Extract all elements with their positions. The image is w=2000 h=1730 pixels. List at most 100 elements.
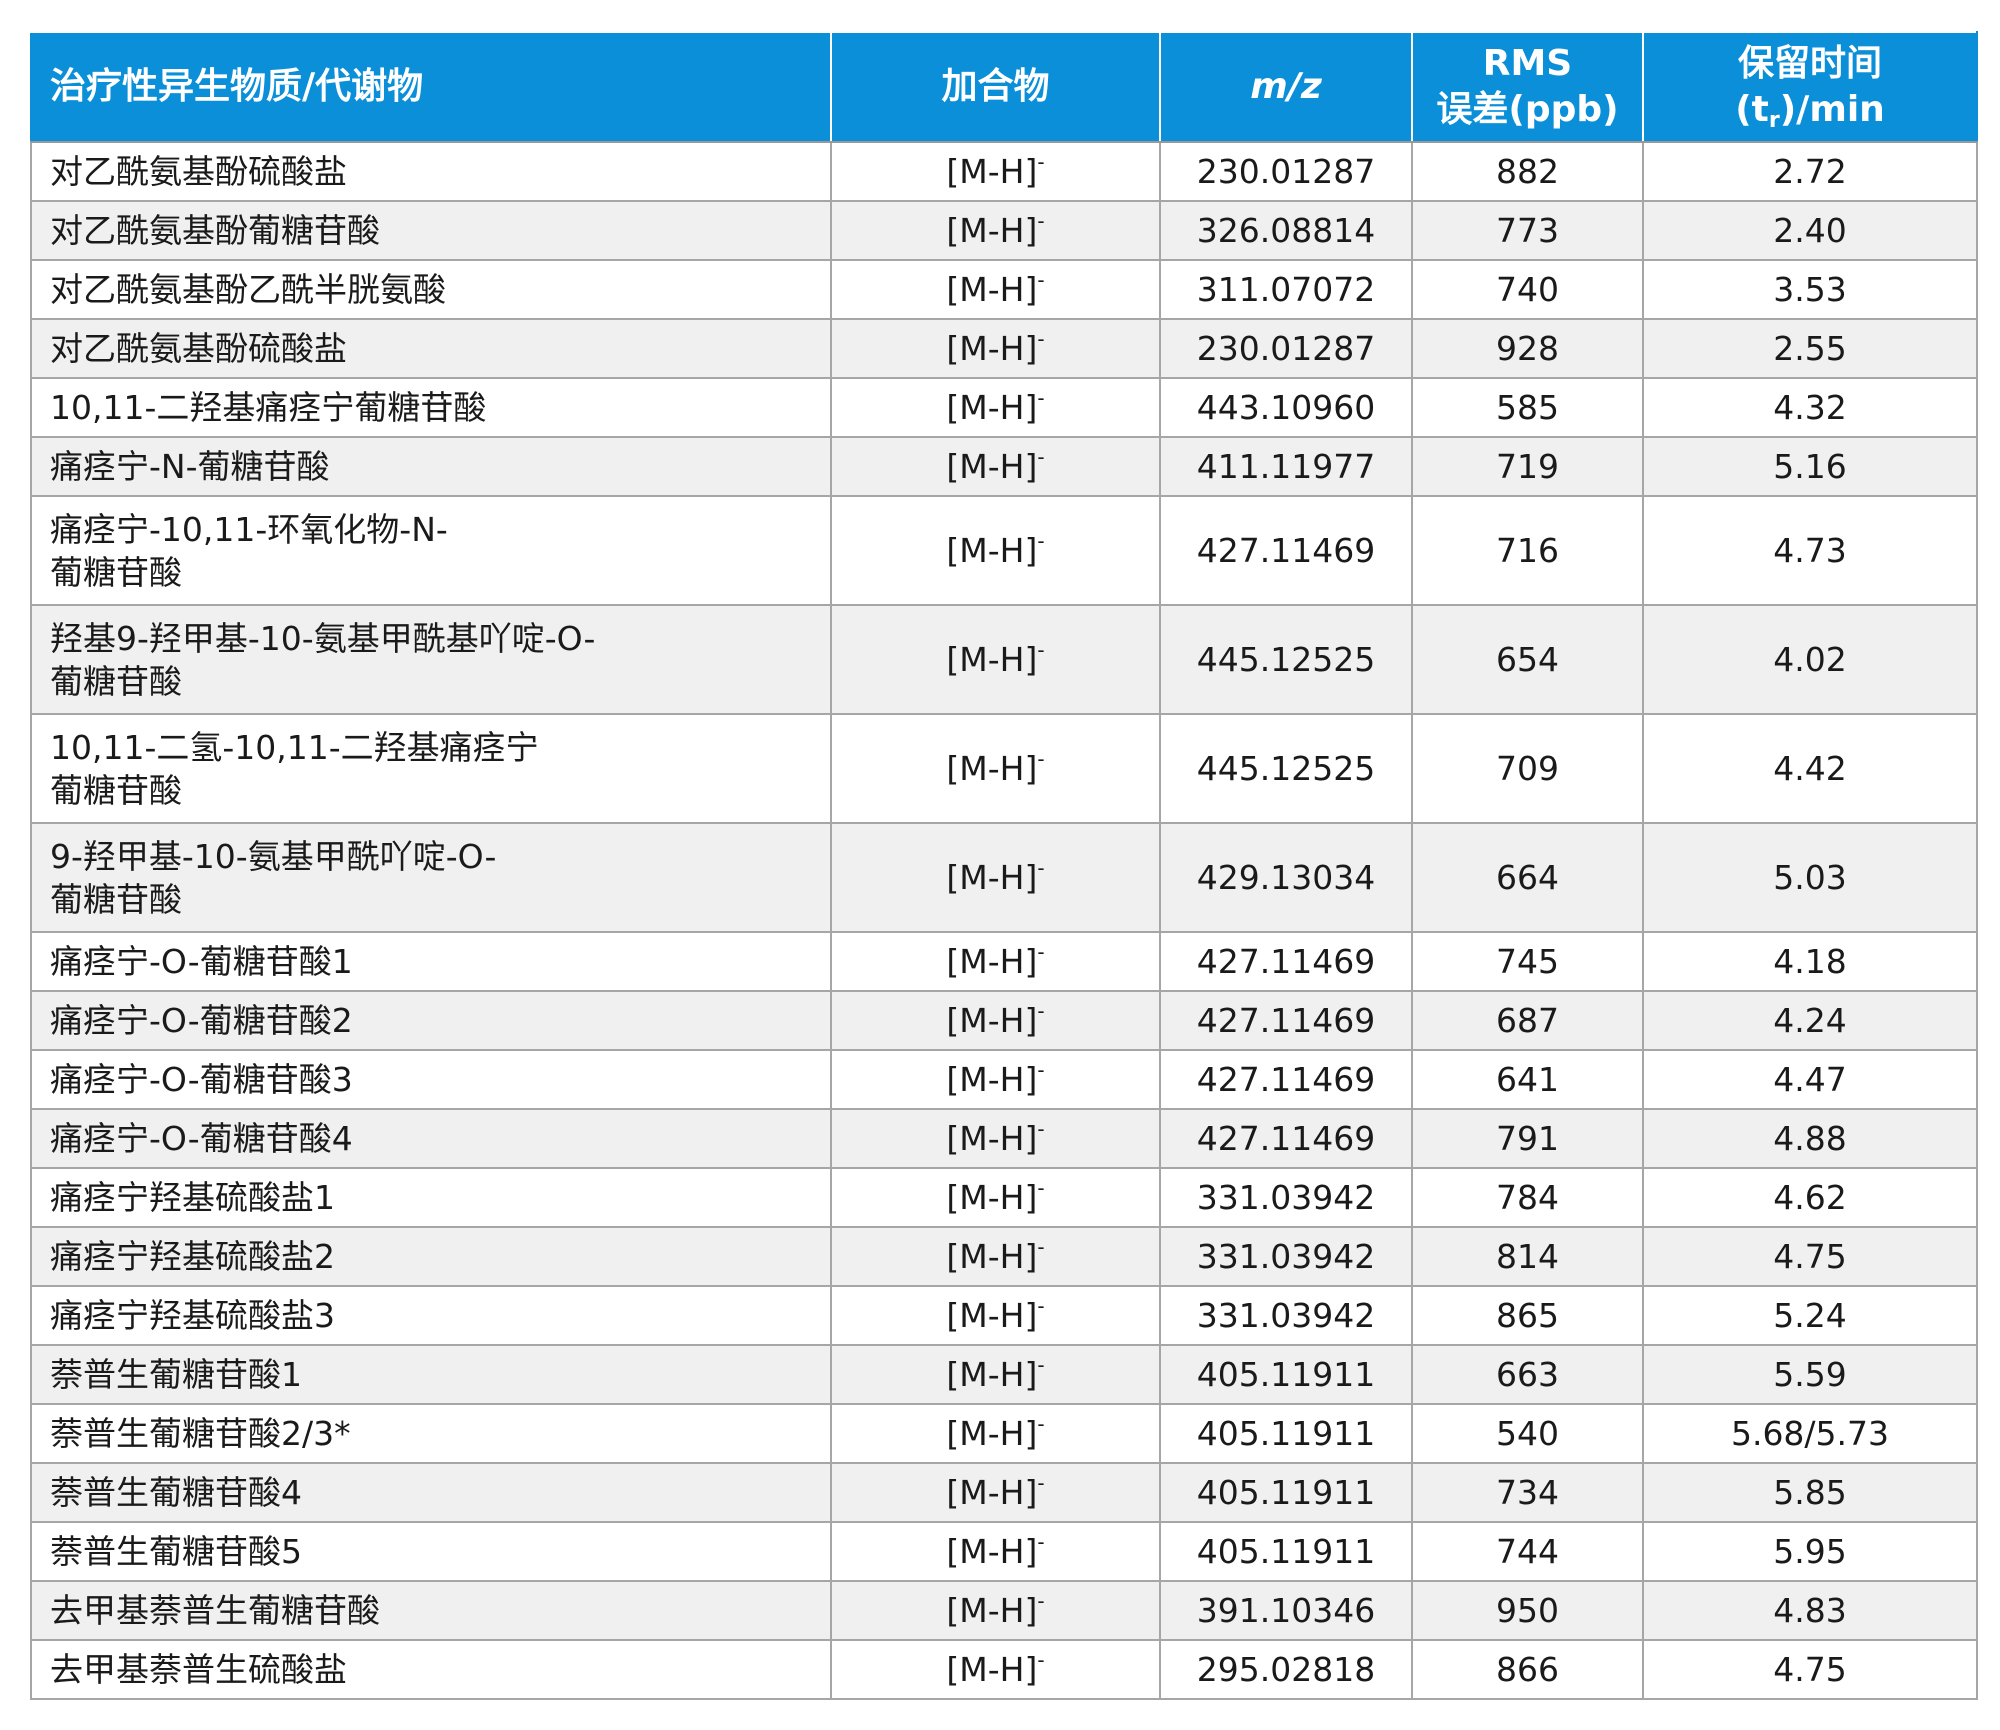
adduct-cell: [M-H]- <box>830 436 1161 497</box>
table-row: 痛痉宁-O-葡糖苷酸3 [M-H]- 427.11469 641 4.47 <box>30 1049 1978 1110</box>
adduct-cell: [M-H]- <box>830 318 1161 379</box>
mz-cell: 331.03942 <box>1159 1285 1413 1346</box>
table-row: 痛痉宁羟基硫酸盐1 [M-H]- 331.03942 784 4.62 <box>30 1167 1978 1228</box>
mz-cell: 405.11911 <box>1159 1521 1413 1582</box>
mz-cell: 326.08814 <box>1159 200 1413 261</box>
mz-cell: 230.01287 <box>1159 318 1413 379</box>
compound-name-line: 9-羟甲基-10-氨基甲酰吖啶-O- <box>50 836 497 876</box>
compound-cell: 对乙酰氨基酚乙酰半胱氨酸 <box>30 259 832 320</box>
rms-cell: 773 <box>1411 200 1644 261</box>
compound-name-line: 萘普生葡糖苷酸4 <box>50 1473 302 1512</box>
header-rt-line2: (tr)/min <box>1644 87 1976 133</box>
adduct-charge: - <box>1037 999 1045 1023</box>
rt-cell: 4.02 <box>1642 604 1978 715</box>
table-row: 萘普生葡糖苷酸2/3* [M-H]- 405.11911 540 5.68/5.73 <box>30 1403 1978 1464</box>
adduct-label: [M-H] <box>946 1473 1038 1512</box>
adduct-label: [M-H] <box>946 1591 1038 1630</box>
table-row: 9-羟甲基-10-氨基甲酰吖啶-O- 葡糖苷酸 [M-H]- 429.13034 664… <box>30 822 1978 933</box>
rt-cell: 4.75 <box>1642 1226 1978 1287</box>
adduct-charge: - <box>1037 386 1045 410</box>
compound-name-line: 10,11-二氢-10,11-二羟基痛痉宁 <box>50 727 539 767</box>
adduct-cell: [M-H]- <box>830 377 1161 438</box>
adduct-label: [M-H] <box>946 531 1038 570</box>
compound-cell: 去甲基萘普生葡糖苷酸 <box>30 1580 832 1641</box>
header-row: 治疗性异生物质/代谢物 加合物 m/z RMS 误差(ppb) 保留时间 (tr)/… <box>30 31 1978 143</box>
adduct-charge: - <box>1037 1589 1045 1613</box>
rms-cell: 950 <box>1411 1580 1644 1641</box>
adduct-charge: - <box>1037 150 1045 174</box>
mz-cell: 427.11469 <box>1159 1108 1413 1169</box>
adduct-charge: - <box>1037 747 1045 771</box>
table-row: 萘普生葡糖苷酸4 [M-H]- 405.11911 734 5.85 <box>30 1462 1978 1523</box>
adduct-charge: - <box>1037 638 1045 662</box>
adduct-charge: - <box>1037 1117 1045 1141</box>
adduct-label: [M-H] <box>946 640 1038 679</box>
adduct-label: [M-H] <box>946 858 1038 897</box>
header-rt-line1: 保留时间 <box>1737 43 1882 84</box>
compound-name-line: 葡糖苷酸 <box>50 879 182 919</box>
compound-cell: 萘普生葡糖苷酸5 <box>30 1521 832 1582</box>
adduct-cell: [M-H]- <box>830 1580 1161 1641</box>
table-row: 痛痉宁-O-葡糖苷酸1 [M-H]- 427.11469 745 4.18 <box>30 931 1978 992</box>
adduct-cell: [M-H]- <box>830 990 1161 1051</box>
compound-name-line: 痛痉宁-O-葡糖苷酸2 <box>50 1001 353 1040</box>
rms-cell: 866 <box>1411 1639 1644 1700</box>
adduct-cell: [M-H]- <box>830 1108 1161 1169</box>
compound-cell: 羟基9-羟甲基-10-氨基甲酰基吖啶-O- 葡糖苷酸 <box>30 604 832 715</box>
compound-name-line: 葡糖苷酸 <box>50 552 182 592</box>
compound-cell: 痛痉宁-O-葡糖苷酸3 <box>30 1049 832 1110</box>
rms-cell: 641 <box>1411 1049 1644 1110</box>
compound-name-line: 羟基9-羟甲基-10-氨基甲酰基吖啶-O- <box>50 618 596 658</box>
rt-cell: 5.24 <box>1642 1285 1978 1346</box>
adduct-cell: [M-H]- <box>830 1403 1161 1464</box>
rms-cell: 654 <box>1411 604 1644 715</box>
compound-name-line: 萘普生葡糖苷酸5 <box>50 1532 302 1571</box>
adduct-label: [M-H] <box>946 1355 1038 1394</box>
mz-cell: 411.11977 <box>1159 436 1413 497</box>
rt-cell: 5.03 <box>1642 822 1978 933</box>
mz-cell: 427.11469 <box>1159 495 1413 606</box>
rms-cell: 585 <box>1411 377 1644 438</box>
adduct-charge: - <box>1037 268 1045 292</box>
adduct-charge: - <box>1037 209 1045 233</box>
rms-cell: 719 <box>1411 436 1644 497</box>
mz-cell: 230.01287 <box>1159 141 1413 202</box>
compound-name-line: 对乙酰氨基酚葡糖苷酸 <box>50 211 380 250</box>
mz-cell: 405.11911 <box>1159 1344 1413 1405</box>
compound-name-line: 葡糖苷酸 <box>50 661 182 701</box>
header-rms: RMS 误差(ppb) <box>1411 31 1644 143</box>
compound-name-line: 对乙酰氨基酚硫酸盐 <box>50 152 347 191</box>
table-row: 10,11-二氢-10,11-二羟基痛痉宁 葡糖苷酸 [M-H]- 445.12525… <box>30 713 1978 824</box>
rms-cell: 540 <box>1411 1403 1644 1464</box>
adduct-cell: [M-H]- <box>830 822 1161 933</box>
table-body: 对乙酰氨基酚硫酸盐 [M-H]- 230.01287 882 2.72 对乙酰氨基酚葡糖苷… <box>30 141 1978 1700</box>
rms-cell: 791 <box>1411 1108 1644 1169</box>
adduct-label: [M-H] <box>946 749 1038 788</box>
mz-cell: 331.03942 <box>1159 1167 1413 1228</box>
adduct-charge: - <box>1037 1235 1045 1259</box>
table-row: 10,11-二羟基痛痉宁葡糖苷酸 [M-H]- 443.10960 585 4.32 <box>30 377 1978 438</box>
adduct-label: [M-H] <box>946 152 1038 191</box>
rt-cell: 4.18 <box>1642 931 1978 992</box>
rms-cell: 734 <box>1411 1462 1644 1523</box>
rt-cell: 2.55 <box>1642 318 1978 379</box>
table-row: 去甲基萘普生葡糖苷酸 [M-H]- 391.10346 950 4.83 <box>30 1580 1978 1641</box>
table-row: 对乙酰氨基酚葡糖苷酸 [M-H]- 326.08814 773 2.40 <box>30 200 1978 261</box>
adduct-label: [M-H] <box>946 1060 1038 1099</box>
rt-cell: 4.42 <box>1642 713 1978 824</box>
compound-cell: 萘普生葡糖苷酸1 <box>30 1344 832 1405</box>
compound-cell: 萘普生葡糖苷酸4 <box>30 1462 832 1523</box>
table-row: 萘普生葡糖苷酸1 [M-H]- 405.11911 663 5.59 <box>30 1344 1978 1405</box>
rt-cell: 4.47 <box>1642 1049 1978 1110</box>
mz-cell: 295.02818 <box>1159 1639 1413 1700</box>
rms-cell: 716 <box>1411 495 1644 606</box>
adduct-cell: [M-H]- <box>830 1049 1161 1110</box>
compound-name-line: 去甲基萘普生葡糖苷酸 <box>50 1591 380 1630</box>
compound-name-line: 葡糖苷酸 <box>50 770 182 810</box>
compound-name-line: 对乙酰氨基酚乙酰半胱氨酸 <box>50 270 446 309</box>
compound-name-line: 痛痉宁羟基硫酸盐3 <box>50 1296 335 1335</box>
adduct-label: [M-H] <box>946 211 1038 250</box>
adduct-charge: - <box>1037 940 1045 964</box>
compound-name-line: 对乙酰氨基酚硫酸盐 <box>50 329 347 368</box>
adduct-charge: - <box>1037 856 1045 880</box>
